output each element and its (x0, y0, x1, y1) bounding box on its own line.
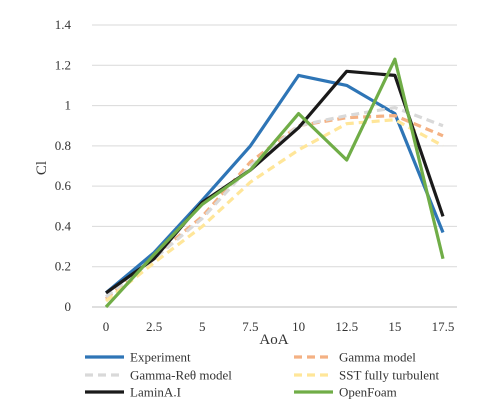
x-tick-label: 2.5 (146, 319, 162, 334)
x-tick-label: 17.5 (432, 319, 455, 334)
series-line-experiment (104, 73, 445, 295)
x-tick-label: 10 (292, 319, 305, 334)
y-tick-label: 0.6 (55, 178, 72, 193)
y-tick-labels: 0 0.2 0.4 0.6 0.8 1 1.2 1.4 (55, 17, 72, 314)
legend-label: OpenFoam (339, 385, 397, 400)
x-tick-label: 5 (199, 319, 206, 334)
legend-label: SST fully turbulent (339, 368, 440, 383)
legend-label: Experiment (130, 350, 191, 365)
y-tick-label: 1.4 (55, 17, 72, 32)
legend-label: Gamma model (339, 350, 416, 365)
x-tick-label: 12.5 (335, 319, 358, 334)
y-tick-label: 0 (65, 299, 72, 314)
x-axis-title: AoA (259, 332, 288, 348)
y-axis-title: Cl (34, 161, 50, 175)
series-line-gamma-re-model (105, 105, 444, 299)
y-tick-label: 1 (65, 98, 72, 113)
x-tick-label: 0 (103, 319, 110, 334)
series-line-sst-fully-turbulent (105, 118, 444, 303)
y-tick-label: 0.8 (55, 138, 71, 153)
y-tick-label: 1.2 (55, 57, 71, 72)
series-line-openfoam (104, 57, 445, 309)
legend-label: LaminA.I (130, 385, 181, 400)
x-tick-label: 15 (388, 319, 401, 334)
y-tick-label: 0.4 (55, 218, 72, 233)
x-tick-label: 7.5 (242, 319, 258, 334)
legend: Experiment Gamma model Gamma-Reθ model SST … (85, 350, 440, 400)
legend-label: Gamma-Reθ model (130, 368, 232, 383)
series-lines (104, 57, 445, 309)
x-tick-labels: 0 2.5 5 7.5 10 12.5 15 17.5 (103, 319, 455, 334)
y-tick-label: 0.2 (55, 259, 71, 274)
